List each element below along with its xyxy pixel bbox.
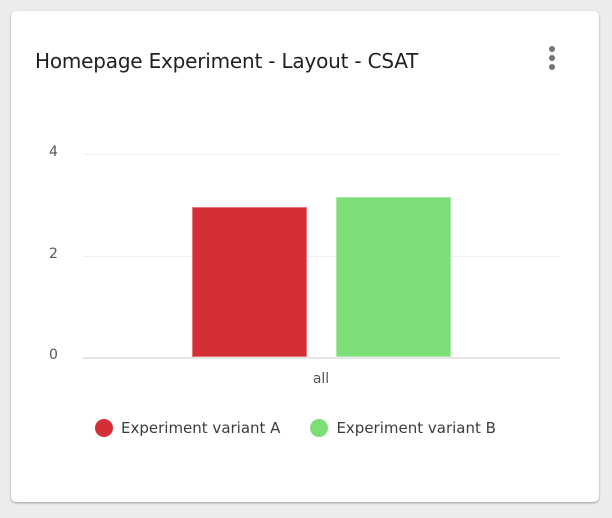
gridline [83, 154, 560, 155]
chart-card: Homepage Experiment - Layout - CSAT 4 2 … [11, 11, 599, 502]
x-tick-all: all [312, 371, 330, 387]
x-axis-baseline [83, 357, 560, 359]
bar-experiment-variant-a[interactable] [192, 207, 307, 357]
chart-legend: Experiment variant A Experiment variant … [95, 419, 526, 437]
y-tick-2: 2 [49, 245, 58, 262]
legend-label: Experiment variant B [336, 419, 496, 437]
card-title: Homepage Experiment - Layout - CSAT [35, 49, 419, 73]
legend-item-variant-b[interactable]: Experiment variant B [310, 419, 496, 437]
legend-label: Experiment variant A [121, 419, 281, 437]
legend-item-variant-a[interactable]: Experiment variant A [95, 419, 280, 437]
more-options-button[interactable] [544, 46, 560, 72]
bar-chart: 4 2 0 all [11, 11, 599, 502]
y-tick-4: 4 [49, 144, 58, 160]
y-tick-0: 0 [49, 347, 58, 363]
gridline [83, 255, 560, 257]
bar-experiment-variant-b[interactable] [336, 197, 451, 357]
legend-swatch-red-icon [95, 419, 113, 437]
legend-swatch-green-icon [310, 419, 329, 437]
